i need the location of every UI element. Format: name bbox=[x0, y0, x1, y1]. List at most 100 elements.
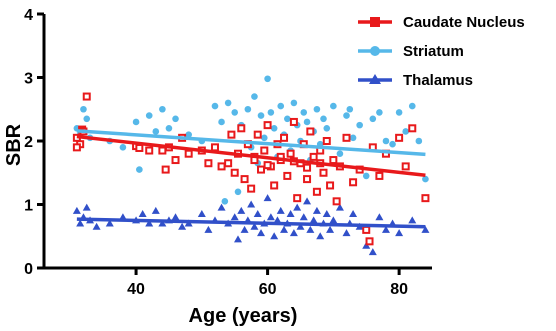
x-tick-label: 80 bbox=[390, 281, 408, 298]
legend-marker bbox=[370, 46, 380, 56]
data-point bbox=[257, 165, 266, 174]
data-point bbox=[303, 197, 312, 205]
data-point bbox=[362, 172, 370, 180]
data-point bbox=[227, 130, 236, 139]
data-point bbox=[408, 102, 416, 110]
data-point bbox=[376, 109, 383, 116]
data-point bbox=[289, 229, 298, 237]
data-point bbox=[280, 133, 289, 142]
data-point bbox=[312, 206, 321, 214]
data-point bbox=[171, 156, 180, 165]
data-point bbox=[218, 118, 225, 126]
trend-line bbox=[76, 129, 426, 157]
data-point bbox=[349, 178, 358, 187]
data-point bbox=[204, 159, 213, 168]
data-point bbox=[244, 105, 252, 113]
data-point bbox=[185, 131, 192, 138]
data-point bbox=[375, 171, 384, 180]
legend-marker bbox=[369, 74, 381, 84]
y-tick-label: 2 bbox=[24, 134, 33, 151]
y-tick-label: 3 bbox=[24, 71, 33, 88]
data-point bbox=[342, 229, 351, 237]
data-point bbox=[82, 203, 91, 211]
data-point bbox=[161, 165, 170, 174]
data-point bbox=[319, 168, 328, 177]
data-point bbox=[135, 143, 144, 152]
data-point bbox=[326, 181, 335, 190]
legend-marker bbox=[370, 17, 380, 27]
data-point bbox=[240, 175, 249, 184]
data-point bbox=[184, 149, 193, 158]
data-point bbox=[336, 150, 344, 157]
data-point bbox=[158, 146, 167, 155]
data-point bbox=[263, 161, 272, 170]
data-point bbox=[237, 124, 246, 133]
legend-label: Thalamus bbox=[403, 72, 473, 89]
data-point bbox=[401, 162, 410, 171]
data-point bbox=[145, 112, 153, 119]
data-point bbox=[224, 159, 233, 168]
data-point bbox=[247, 200, 256, 208]
data-point bbox=[210, 143, 219, 152]
data-point bbox=[138, 210, 147, 218]
legend-item: Striatum bbox=[358, 43, 464, 60]
data-point bbox=[159, 105, 166, 113]
data-point bbox=[270, 232, 279, 240]
data-point bbox=[346, 105, 354, 113]
y-tick-label: 1 bbox=[24, 198, 33, 215]
data-point bbox=[280, 225, 289, 233]
data-point bbox=[284, 115, 291, 123]
data-point bbox=[171, 213, 180, 221]
data-point bbox=[293, 194, 302, 203]
data-point bbox=[263, 121, 272, 130]
data-point bbox=[421, 194, 430, 203]
data-point bbox=[217, 203, 226, 211]
data-point bbox=[119, 144, 127, 151]
data-point bbox=[286, 210, 295, 218]
data-point bbox=[356, 121, 363, 129]
data-point bbox=[267, 109, 275, 116]
data-point bbox=[329, 156, 338, 165]
data-point bbox=[105, 219, 114, 227]
data-point bbox=[375, 213, 384, 221]
data-point bbox=[422, 175, 429, 183]
data-point bbox=[395, 109, 403, 116]
data-point bbox=[362, 225, 371, 234]
data-point bbox=[204, 225, 213, 233]
data-point bbox=[92, 222, 101, 230]
y-tick-label: 0 bbox=[24, 261, 33, 278]
data-point bbox=[221, 198, 229, 205]
y-axis-title: SBR bbox=[3, 123, 25, 166]
legend-label: Striatum bbox=[403, 43, 464, 60]
data-point bbox=[230, 168, 239, 177]
x-tick-label: 40 bbox=[127, 281, 145, 298]
trend-line bbox=[76, 134, 426, 178]
data-point bbox=[152, 128, 160, 135]
data-point bbox=[80, 105, 87, 113]
data-point bbox=[408, 124, 417, 133]
data-point bbox=[332, 197, 341, 206]
data-point bbox=[343, 112, 350, 119]
legend-label: Caudate Nucleus bbox=[403, 14, 525, 31]
data-point bbox=[312, 187, 321, 196]
data-point bbox=[369, 115, 377, 123]
data-point bbox=[230, 213, 239, 221]
data-point bbox=[257, 112, 265, 119]
data-point bbox=[266, 213, 275, 221]
data-point bbox=[263, 194, 272, 202]
data-point bbox=[250, 222, 259, 230]
data-point bbox=[395, 133, 404, 142]
data-point bbox=[415, 137, 423, 145]
data-point bbox=[251, 93, 258, 100]
data-point bbox=[270, 125, 278, 132]
data-point bbox=[253, 210, 262, 218]
data-point bbox=[365, 237, 374, 246]
data-point bbox=[172, 115, 179, 123]
data-point bbox=[389, 140, 396, 148]
trend-line bbox=[76, 217, 426, 229]
data-point bbox=[309, 216, 318, 224]
data-point bbox=[224, 99, 232, 107]
data-point bbox=[330, 102, 337, 110]
data-point bbox=[82, 92, 91, 101]
data-point bbox=[264, 75, 271, 83]
